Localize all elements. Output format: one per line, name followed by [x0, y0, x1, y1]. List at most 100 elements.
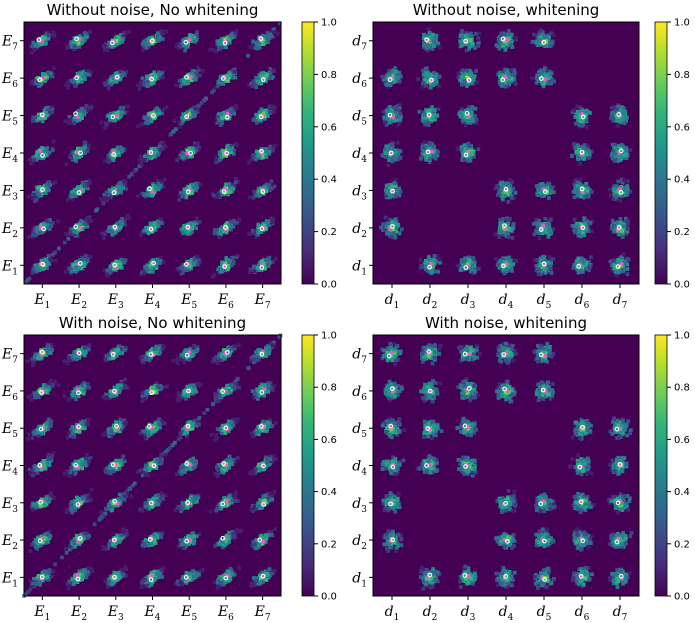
blob-pixel — [75, 234, 80, 238]
center-marker-white — [76, 190, 82, 195]
blob-pixel — [111, 76, 116, 81]
blob-pixel — [470, 105, 475, 110]
blob-pixel — [117, 152, 122, 157]
blob-pixel — [40, 150, 45, 154]
ridge-pixel — [232, 67, 237, 72]
center-marker-white — [73, 224, 79, 230]
blob-pixel — [432, 39, 436, 44]
blob-pixel — [149, 267, 153, 272]
center-marker-white — [74, 75, 80, 81]
blob-pixel — [194, 226, 199, 231]
blob-pixel — [69, 190, 74, 194]
blob-pixel — [160, 181, 165, 186]
ridge-pixel — [271, 28, 276, 32]
blob-pixel — [113, 186, 118, 191]
blob-pixel — [53, 258, 58, 263]
blob-pixel — [46, 36, 51, 41]
blob-pixel — [116, 222, 121, 227]
blob-pixel — [72, 120, 77, 125]
blob-pixel — [145, 80, 150, 84]
blob-pixel — [255, 120, 259, 125]
blob-pixel — [66, 120, 71, 125]
blob-pixel — [53, 180, 58, 185]
blob-pixel — [143, 39, 147, 43]
blob-pixel — [474, 31, 478, 36]
colorbar-tick-label: 0.2 — [321, 227, 337, 238]
blob-3-1 — [102, 257, 128, 278]
blob-pixel — [234, 29, 239, 33]
blob-pixel — [50, 32, 55, 37]
blob-pixel — [48, 71, 53, 76]
blob-3-7 — [102, 30, 131, 53]
blob-pixel — [75, 189, 79, 193]
blob-pixel — [84, 218, 88, 222]
blob-pixel — [164, 29, 169, 34]
blob-pixel — [428, 85, 433, 90]
blob-pixel — [466, 141, 471, 146]
blob-pixel — [194, 143, 198, 148]
blob-pixel — [34, 265, 38, 270]
blob-pixel — [471, 257, 476, 262]
blob-pixel — [64, 162, 69, 167]
blob-pixel — [219, 111, 224, 116]
blob-pixel — [218, 231, 223, 236]
blob-pixel — [48, 218, 52, 222]
blob-pixel — [179, 227, 184, 232]
blob-pixel — [271, 259, 275, 264]
blob-pixel — [104, 82, 108, 87]
blob-pixel — [266, 257, 271, 261]
blob-pixel — [50, 148, 55, 153]
colorbar-tick-label: 0.8 — [321, 70, 337, 81]
blob-pixel — [108, 80, 113, 84]
blob-1-3 — [26, 180, 58, 203]
blob-pixel — [422, 72, 426, 77]
blob-pixel — [46, 220, 51, 224]
blob-pixel — [103, 125, 107, 130]
blob-pixel — [50, 74, 55, 79]
blob-pixel — [40, 119, 45, 124]
blob-pixel — [43, 259, 47, 264]
blob-pixel — [44, 218, 49, 223]
blob-pixel — [247, 232, 251, 237]
blob-pixel — [264, 150, 268, 155]
blob-pixel — [36, 266, 41, 270]
blob-pixel — [273, 106, 277, 110]
blob-pixel — [393, 70, 398, 75]
blob-pixel — [227, 260, 231, 264]
center-marker-white — [112, 224, 118, 230]
blob-pixel — [470, 152, 475, 156]
blob-pixel — [111, 188, 116, 192]
blob-pixel — [229, 107, 233, 111]
blob-pixel — [78, 146, 83, 151]
blob-4-6 — [136, 70, 165, 91]
blob-pixel — [51, 220, 55, 225]
blob-pixel — [393, 194, 398, 199]
blob-pixel — [50, 105, 55, 109]
blob-pixel — [37, 116, 41, 121]
blob-pixel — [177, 78, 182, 83]
blob-pixel — [389, 234, 394, 239]
blob-pixel — [420, 84, 425, 89]
blob-pixel — [181, 194, 185, 198]
blob-pixel — [139, 83, 144, 88]
blob-pixel — [70, 118, 74, 122]
blob-pixel — [87, 143, 91, 148]
blob-pixel — [52, 66, 56, 71]
blob-pixel — [72, 44, 77, 48]
blob-pixel — [44, 257, 48, 262]
blob-pixel — [82, 261, 87, 265]
ridge-pixel — [174, 127, 178, 131]
panel-2: Without noise, whiteningd1d1d2d2d3d3d4d4… — [352, 1, 690, 311]
blob-pixel — [141, 48, 145, 52]
blob-pixel — [182, 79, 187, 84]
blob-pixel — [72, 229, 77, 234]
blob-pixel — [424, 258, 428, 263]
blob-pixel — [141, 44, 146, 49]
blob-pixel — [198, 73, 203, 78]
blob-pixel — [397, 70, 402, 75]
blob-pixel — [107, 156, 112, 160]
center-marker-white — [150, 38, 155, 44]
blob-pixel — [29, 44, 34, 49]
blob-pixel — [382, 115, 387, 120]
blob-pixel — [39, 42, 44, 47]
